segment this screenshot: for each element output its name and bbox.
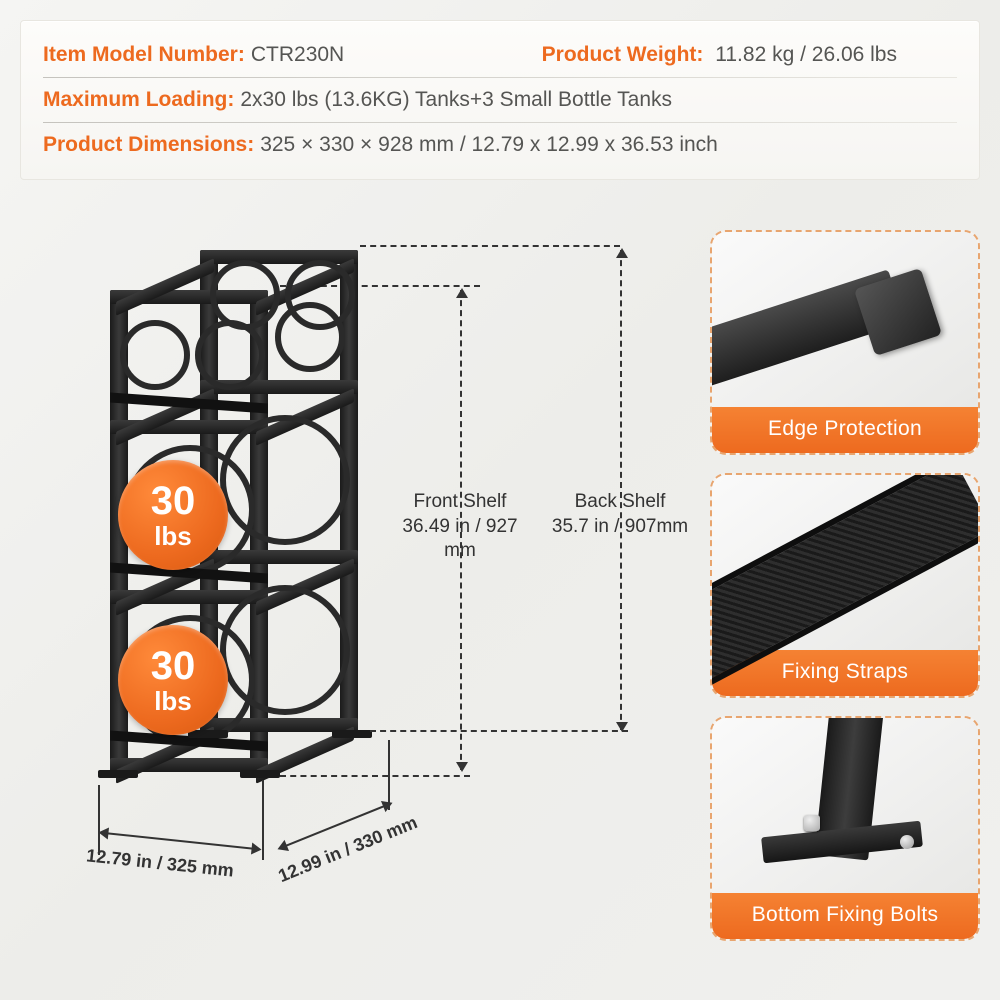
rack-diagram: 30 lbs 30 lbs Front Shelf 36.49 in / 927… [30, 220, 670, 960]
dim-tick [262, 780, 264, 860]
rack-ring-small [210, 260, 280, 330]
rack-ring-large [220, 415, 350, 545]
capacity-badge: 30 lbs [118, 625, 228, 735]
rack-ring-large [220, 585, 350, 715]
dashed-guide [370, 730, 628, 732]
rack-foot [240, 770, 280, 778]
spec-label-weight: Product Weight: [542, 43, 704, 66]
dim-label-back-shelf: Back Shelf 35.7 in / 907mm [540, 490, 700, 539]
dim-tick [388, 740, 390, 810]
spec-row-maxload: Maximum Loading: 2x30 lbs (13.6KG) Tanks… [43, 80, 957, 120]
badge-number: 30 [151, 481, 196, 521]
feature-image [712, 475, 978, 650]
feature-image [712, 232, 978, 407]
capacity-badge: 30 lbs [118, 460, 228, 570]
feature-edge-protection: Edge Protection [710, 230, 980, 455]
feature-fixing-straps: Fixing Straps [710, 473, 980, 698]
badge-number: 30 [151, 646, 196, 686]
spec-panel: Item Model Number: CTR230N Product Weigh… [20, 20, 980, 180]
rack-bar [200, 250, 358, 264]
spec-value-maxload: 2x30 lbs (13.6KG) Tanks+3 Small Bottle T… [240, 88, 672, 112]
spec-value-weight: 11.82 kg / 26.06 lbs [715, 43, 897, 66]
dim-label-front-shelf: Front Shelf 36.49 in / 927 mm [400, 490, 520, 564]
spec-row-model-weight: Item Model Number: CTR230N Product Weigh… [43, 35, 957, 75]
dim-tick [98, 785, 100, 855]
spec-label-dimensions: Product Dimensions: [43, 133, 254, 157]
rack-ring-small [120, 320, 190, 390]
spec-label-model: Item Model Number: [43, 43, 245, 67]
feature-list: Edge Protection Fixing Straps Bottom Fix… [710, 230, 980, 959]
rack-foot [98, 770, 138, 778]
feature-bottom-bolts: Bottom Fixing Bolts [710, 716, 980, 941]
spec-value-dimensions: 325 × 330 × 928 mm / 12.79 x 12.99 x 36.… [260, 133, 718, 157]
spec-value-model: CTR230N [251, 43, 344, 67]
badge-unit: lbs [154, 688, 192, 714]
spec-label-maxload: Maximum Loading: [43, 88, 234, 112]
spec-divider [43, 77, 957, 78]
rack-foot [332, 730, 372, 738]
feature-caption: Edge Protection [712, 407, 978, 453]
dashed-guide [280, 775, 470, 777]
feature-image [712, 718, 978, 893]
spec-divider [43, 122, 957, 123]
rack-ring-small [195, 320, 265, 390]
feature-caption: Bottom Fixing Bolts [712, 893, 978, 939]
dashed-guide-top-back [360, 245, 620, 247]
rack-foot [188, 730, 228, 738]
spec-row-dimensions: Product Dimensions: 325 × 330 × 928 mm /… [43, 125, 957, 165]
badge-unit: lbs [154, 523, 192, 549]
rack-ring-small [285, 260, 355, 330]
